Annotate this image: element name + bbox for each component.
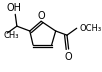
Text: OCH₃: OCH₃ [79,24,101,33]
Text: OH: OH [6,3,21,13]
Text: O: O [65,52,72,62]
Text: CH₃: CH₃ [4,31,19,40]
Text: O: O [37,11,45,21]
